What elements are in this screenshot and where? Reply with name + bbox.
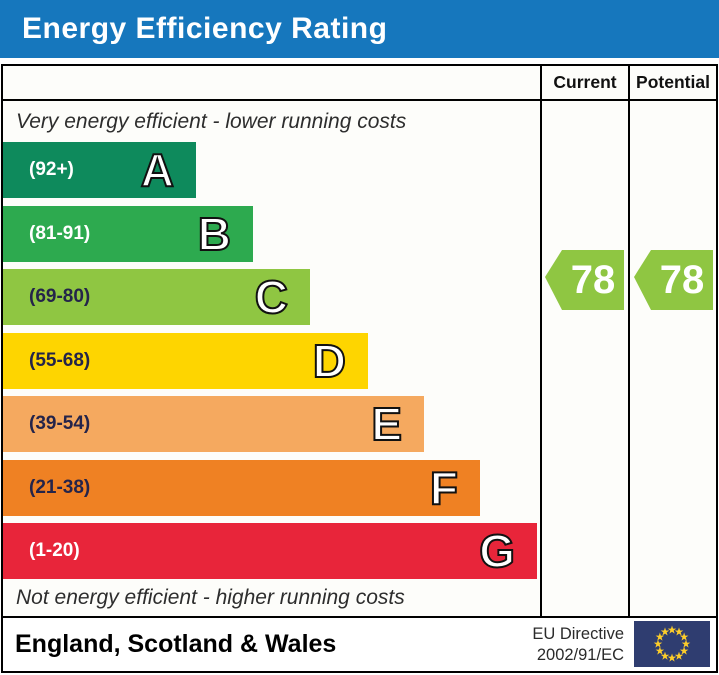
- header-row-divider: [3, 99, 716, 101]
- band-B: (81-91) B: [3, 205, 253, 262]
- chart-title-bar: Energy Efficiency Rating: [0, 0, 719, 58]
- band-letter: F: [429, 461, 459, 515]
- eu-flag-star: [667, 653, 677, 662]
- band-G: (1-20) G: [3, 523, 537, 579]
- region-label: England, Scotland & Wales: [15, 630, 337, 658]
- band-letter: B: [197, 207, 232, 261]
- band-range-label: (69-80): [29, 286, 91, 307]
- chart-footer: England, Scotland & Wales EU Directive 2…: [1, 618, 718, 673]
- rating-table: Current Potential Very energy efficient …: [1, 64, 718, 618]
- eu-flag-star: [674, 627, 684, 636]
- band-letter: C: [254, 270, 289, 324]
- current-column-header: Current: [553, 72, 617, 92]
- eu-flag-star: [655, 632, 665, 641]
- band-F: (21-38) F: [3, 459, 480, 516]
- potential-rating-arrow: 78: [634, 250, 713, 310]
- band-range-label: (1-20): [29, 540, 80, 561]
- eu-flag-star: [660, 651, 670, 660]
- band-range-label: (55-68): [29, 349, 91, 371]
- page-title: Energy Efficiency Rating: [22, 12, 388, 45]
- eu-flag-star: [674, 651, 684, 660]
- eu-flag-star: [679, 646, 689, 655]
- band-letter: D: [312, 334, 347, 388]
- column-divider-current: [540, 66, 542, 616]
- eu-directive-line1: EU Directive: [532, 624, 624, 643]
- band-letter: G: [478, 524, 516, 578]
- eu-flag-icon: [634, 621, 710, 667]
- current-arrow-shape: [545, 250, 624, 310]
- eu-flag-star: [653, 639, 663, 648]
- eu-flag-star: [667, 625, 677, 634]
- eu-flag-star: [681, 639, 691, 648]
- eu-flag-star: [655, 646, 665, 655]
- band-range-label: (92+): [29, 159, 74, 180]
- band-A: (92+) A: [3, 142, 196, 198]
- eu-directive-line2: 2002/91/EC: [536, 645, 624, 664]
- potential-column-header: Potential: [636, 72, 710, 92]
- current-rating-arrow: 78: [545, 250, 624, 310]
- band-range-label: (39-54): [29, 413, 91, 434]
- band-range-label: (81-91): [29, 222, 91, 244]
- top-note: Very energy efficient - lower running co…: [16, 110, 407, 133]
- column-divider-potential: [628, 66, 630, 616]
- band-D: (55-68) D: [3, 332, 368, 389]
- eu-flag-star: [679, 632, 689, 641]
- band-letter: E: [370, 397, 403, 451]
- band-letter: A: [140, 143, 175, 197]
- band-range-label: (21-38): [29, 476, 91, 498]
- potential-arrow-shape: [634, 250, 713, 310]
- current-rating-value: 78: [570, 257, 616, 302]
- potential-rating-value: 78: [659, 257, 705, 302]
- band-C: (69-80) C: [3, 269, 310, 325]
- bottom-note: Not energy efficient - higher running co…: [16, 586, 405, 609]
- eu-directive-label: EU Directive 2002/91/EC: [532, 618, 624, 671]
- band-E: (39-54) E: [3, 396, 424, 452]
- eu-flag-star: [660, 627, 670, 636]
